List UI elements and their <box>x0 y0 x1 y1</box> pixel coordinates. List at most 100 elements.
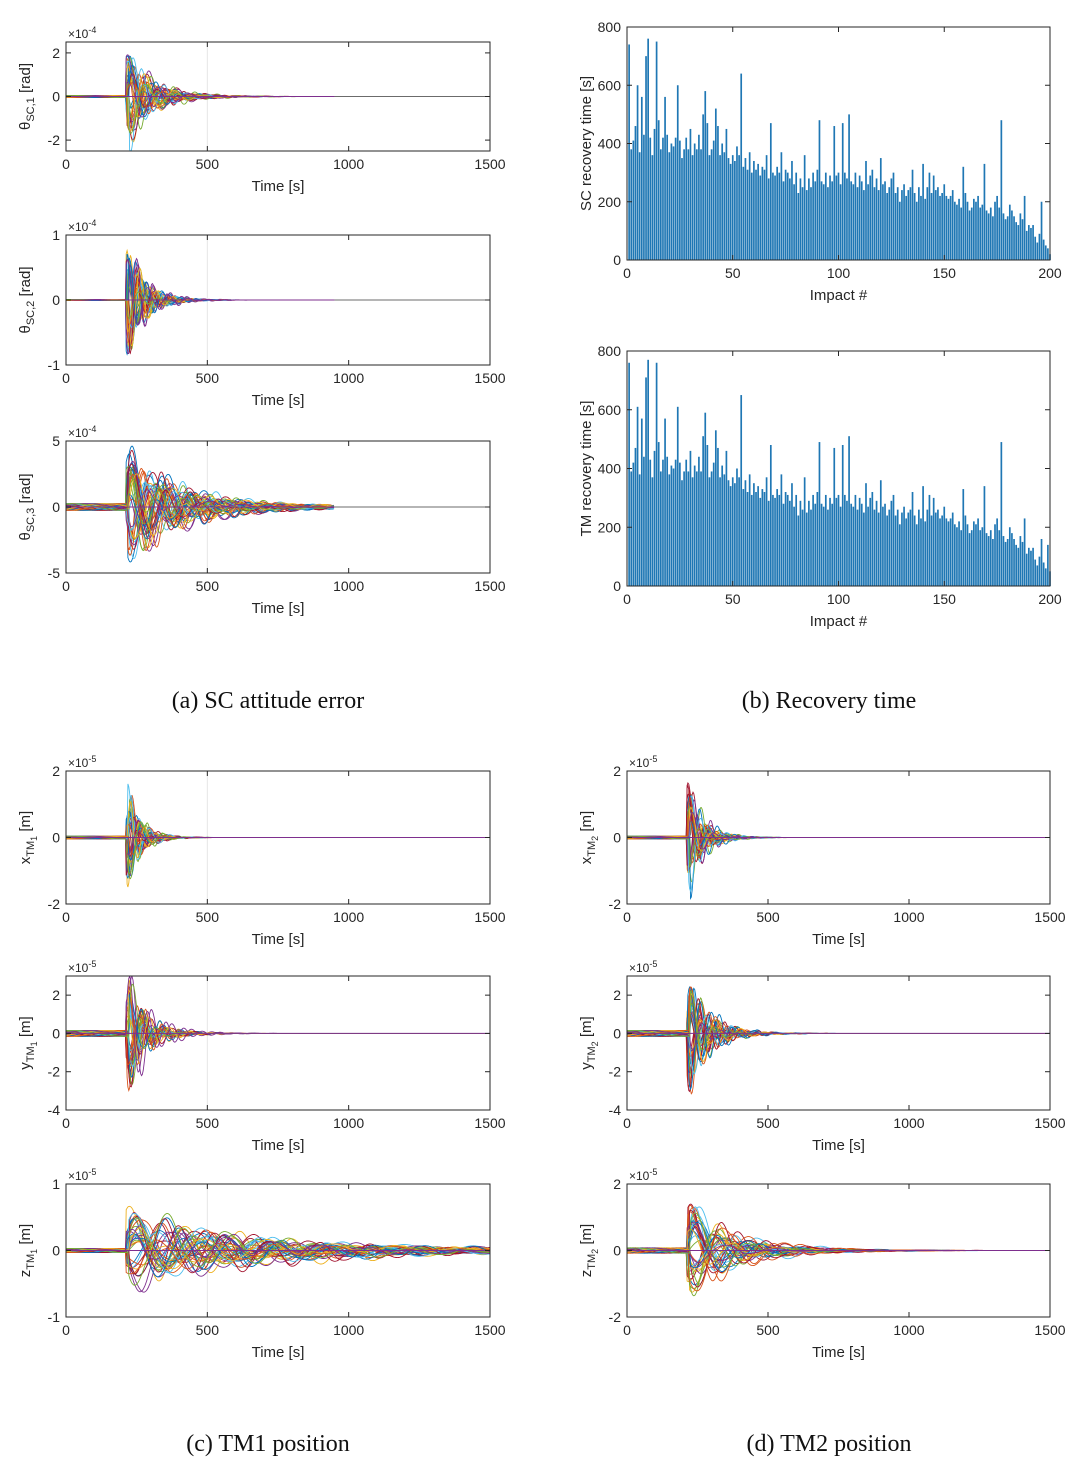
y-tick-label: 0 <box>613 830 621 846</box>
y-axis-exponent: ×10-5 <box>68 959 96 975</box>
bar <box>672 146 675 260</box>
bar <box>1019 213 1022 260</box>
bar <box>679 462 681 587</box>
series-group <box>66 445 490 563</box>
bar <box>765 155 768 260</box>
x-tick-label: 200 <box>1038 591 1062 607</box>
bar <box>812 494 814 586</box>
bar <box>674 459 677 586</box>
bar <box>977 518 979 586</box>
bar <box>685 459 688 586</box>
x-tick-label: 150 <box>933 265 957 281</box>
y-axis-label: θSC,1 [rad] <box>17 63 37 130</box>
bar <box>808 500 810 586</box>
bar <box>975 201 977 260</box>
y-axis-label: xTM1 [m] <box>17 811 39 864</box>
bar <box>989 530 992 586</box>
bar <box>877 190 880 260</box>
bar <box>810 187 812 260</box>
bar <box>890 500 893 586</box>
bar <box>721 465 724 586</box>
bar <box>839 506 842 586</box>
bar <box>827 509 829 587</box>
bar <box>750 172 753 261</box>
bar <box>808 178 810 260</box>
bar <box>924 198 927 260</box>
bar <box>634 447 637 586</box>
bar <box>827 187 829 260</box>
chart-tm2y: 0 500 1000 1500 -4 -2 0 2 Time [s] yTM2 [m] ×10-5 <box>578 959 1066 1154</box>
bar <box>816 492 819 586</box>
bar <box>998 530 1001 586</box>
bar <box>818 120 821 260</box>
x-tick-label: 500 <box>756 909 780 925</box>
bar <box>1036 565 1039 586</box>
bar <box>951 190 954 260</box>
bar <box>1017 225 1020 260</box>
y-tick-label: 0 <box>52 292 60 308</box>
bar <box>795 172 798 261</box>
x-tick-label: 1500 <box>474 156 505 172</box>
bar <box>822 184 825 260</box>
bar <box>846 178 848 260</box>
bar <box>729 486 732 587</box>
bar <box>799 178 802 260</box>
bar <box>744 158 747 260</box>
y-axis-label: yTM1 [m] <box>17 1016 39 1069</box>
x-axis-label: Impact # <box>810 613 868 630</box>
bar <box>937 187 939 260</box>
bar <box>628 44 630 260</box>
bar <box>763 492 766 586</box>
bar <box>886 193 888 260</box>
bar <box>863 190 865 260</box>
y-tick-label: 1 <box>52 1176 60 1192</box>
bar <box>920 518 922 586</box>
bar <box>977 195 979 260</box>
y-tick-label: 5 <box>52 433 60 449</box>
bar <box>837 172 840 261</box>
x-tick-label: 1000 <box>893 1115 924 1131</box>
bar <box>693 465 696 586</box>
series-group <box>627 781 1050 900</box>
bar <box>871 169 874 260</box>
x-axis-label: Time [s] <box>252 1344 305 1361</box>
bar <box>649 137 652 260</box>
bar <box>659 149 662 260</box>
series-line <box>66 1233 490 1278</box>
x-tick-label: 500 <box>196 909 220 925</box>
x-tick-label: 1000 <box>333 370 364 386</box>
bar <box>979 207 982 260</box>
bar <box>695 471 698 586</box>
bar <box>951 512 954 586</box>
y-tick-label: 0 <box>613 252 621 268</box>
bar <box>841 445 844 586</box>
bar <box>839 184 842 260</box>
y-tick-label: -2 <box>609 896 622 912</box>
bar <box>1021 541 1024 586</box>
y-tick-label: 2 <box>613 1176 621 1192</box>
bar <box>1000 442 1003 586</box>
x-tick-label: 100 <box>827 591 851 607</box>
bar <box>903 184 905 260</box>
bar <box>860 181 863 260</box>
bar <box>793 184 795 260</box>
bar <box>1028 225 1030 260</box>
bar <box>681 480 683 586</box>
y-axis-exponent: ×10-5 <box>629 1167 657 1183</box>
bar <box>729 163 732 260</box>
bar <box>1023 195 1026 260</box>
bar <box>638 152 641 260</box>
bar <box>882 184 884 260</box>
bar <box>871 492 874 586</box>
bar <box>835 175 838 260</box>
bar <box>888 509 891 587</box>
bar <box>681 158 683 260</box>
bar <box>803 477 806 586</box>
bar <box>983 486 986 587</box>
bar <box>886 515 888 586</box>
bar <box>797 193 800 260</box>
y-tick-label: -1 <box>48 357 61 373</box>
bar <box>805 190 808 260</box>
